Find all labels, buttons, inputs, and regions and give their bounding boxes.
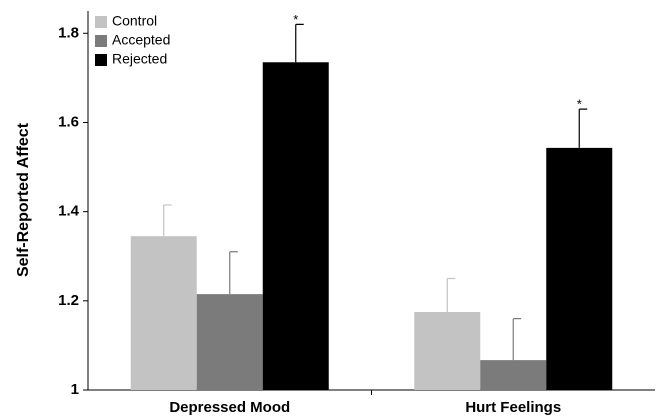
bar bbox=[262, 62, 329, 391]
y-tick-label: 1.4 bbox=[58, 203, 80, 220]
legend-swatch bbox=[95, 16, 107, 28]
legend-swatch bbox=[95, 54, 107, 66]
y-tick-label: 1.8 bbox=[58, 24, 79, 41]
error-bar bbox=[295, 23, 304, 63]
bar bbox=[414, 311, 481, 390]
error-bar bbox=[163, 204, 172, 237]
legend-label: Control bbox=[112, 13, 157, 29]
significance-marker: * bbox=[293, 12, 298, 27]
legend-label: Rejected bbox=[112, 51, 167, 67]
y-tick-label: 1 bbox=[71, 381, 79, 398]
error-bar bbox=[578, 108, 588, 148]
bar bbox=[196, 294, 263, 390]
bar bbox=[546, 147, 613, 390]
significance-marker: * bbox=[577, 97, 582, 112]
y-axis-label: Self-Reported Affect bbox=[15, 122, 32, 277]
error-bar bbox=[229, 251, 238, 295]
legend-label: Accepted bbox=[112, 32, 170, 48]
bar bbox=[480, 360, 547, 390]
x-tick-label: Hurt Feelings bbox=[465, 399, 561, 416]
bar bbox=[130, 236, 197, 390]
y-tick-label: 1.2 bbox=[58, 292, 79, 309]
x-tick-label: Depressed Mood bbox=[169, 399, 290, 416]
legend-swatch bbox=[95, 35, 107, 47]
error-bar bbox=[512, 318, 522, 361]
error-bar bbox=[446, 277, 456, 312]
y-tick-label: 1.6 bbox=[58, 113, 79, 130]
